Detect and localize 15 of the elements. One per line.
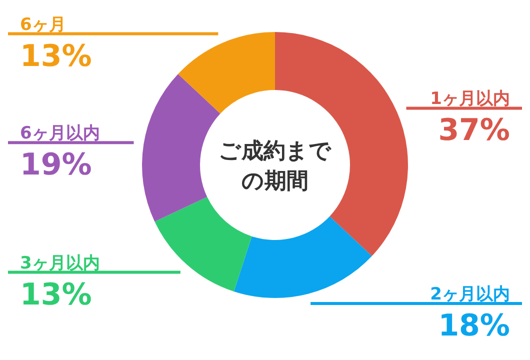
- slice-label: 1ヶ月以内: [430, 89, 510, 110]
- text: ご成約までの期間: [218, 139, 332, 194]
- data-label: 37%: [438, 113, 510, 148]
- slice-label: 3ヶ月以内: [20, 253, 100, 274]
- slice-label: 6ヶ月: [20, 14, 66, 35]
- donut-slice: [154, 196, 252, 292]
- slice-label: 6ヶ月以内: [20, 124, 100, 144]
- donut-slice: [178, 32, 275, 114]
- data-label: 18%: [438, 308, 510, 344]
- data-label: 19%: [20, 148, 92, 183]
- donut-slice: [142, 74, 220, 222]
- slice-label: 2ヶ月以内: [430, 284, 510, 305]
- donut-slice: [234, 216, 372, 298]
- data-label: 13%: [20, 38, 92, 74]
- data-label: 13%: [20, 277, 92, 312]
